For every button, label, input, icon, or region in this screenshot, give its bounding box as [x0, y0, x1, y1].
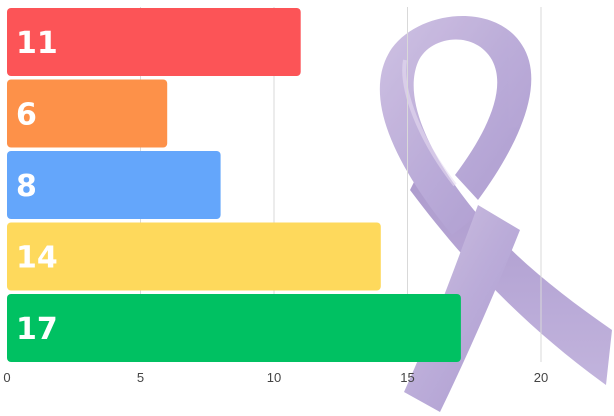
bar-2	[7, 79, 168, 148]
bar-value-label-4: 14	[16, 241, 58, 276]
x-axis-tick-labels: 0 5 10 15 20	[3, 370, 548, 385]
bar-4	[7, 222, 381, 291]
bar-5	[7, 294, 461, 362]
bar-value-label-3: 8	[16, 169, 37, 204]
bar-value-label-1: 11	[16, 26, 58, 61]
bars	[7, 8, 461, 362]
x-tick-label-5: 5	[137, 370, 144, 385]
bar-value-label-5: 17	[16, 312, 58, 347]
x-tick-label-20: 20	[534, 370, 548, 385]
bar-value-label-2: 6	[16, 98, 37, 133]
x-tick-label-10: 10	[267, 370, 281, 385]
bar-1	[7, 8, 301, 76]
x-tick-label-15: 15	[400, 370, 414, 385]
bar-value-labels: 11 6 8 14 17	[16, 26, 58, 347]
bar-3	[7, 151, 221, 219]
x-tick-label-0: 0	[3, 370, 10, 385]
